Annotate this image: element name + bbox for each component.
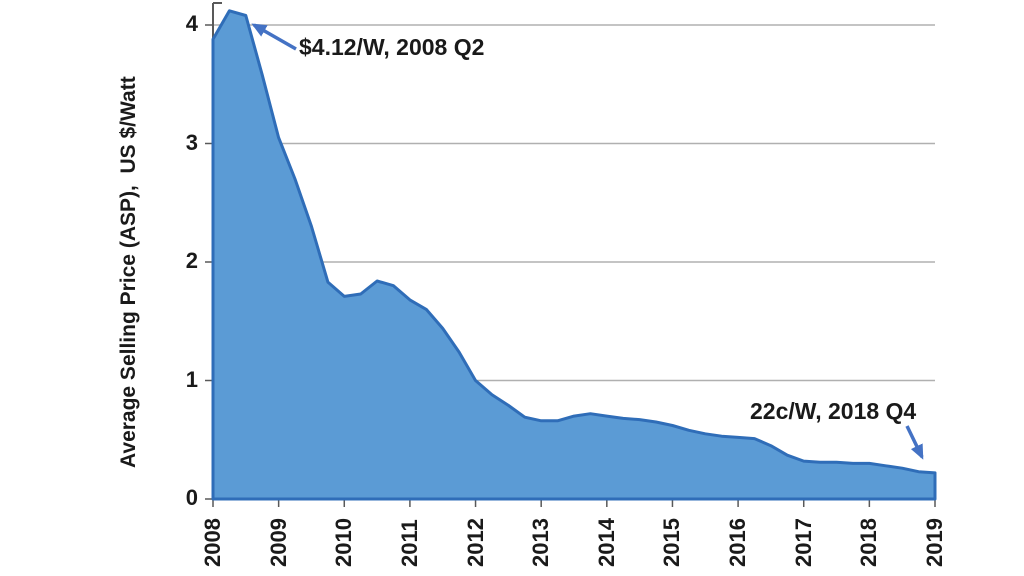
y-tick-label-3: 3 [185,129,198,155]
annotation-arrow-end [905,425,924,460]
y-tick-label-2: 2 [185,248,198,273]
x-tick-label-2010: 2010 [331,518,357,567]
x-tick-label-2014: 2014 [593,518,619,567]
y-tick-label-4: 4 [185,11,198,36]
y-axis-title: Average Selling Price (ASP), US $/Watt [117,76,140,468]
x-tick-label-2017: 2017 [790,518,816,567]
x-tick-label-2013: 2013 [528,518,554,567]
x-tick-label-2019: 2019 [922,518,947,567]
y-tick-label-0: 0 [185,485,198,510]
y-tick-label-1: 1 [185,366,198,392]
asp-area-series [211,9,937,501]
x-tick-label-2009: 2009 [265,518,291,567]
x-tick-label-2012: 2012 [462,518,488,567]
x-tick-label-2011: 2011 [396,519,422,567]
annotation-end-label: 22c/W, 2018 Q4 [750,398,917,424]
x-tick-label-2008: 2008 [200,518,225,567]
x-tick-label-2018: 2018 [856,518,882,567]
annotation-arrow-peak [251,23,297,51]
x-tick-label-2016: 2016 [725,518,751,567]
x-tick-label-2015: 2015 [659,518,685,567]
annotation-peak-label: $4.12/W, 2008 Q2 [299,34,485,60]
